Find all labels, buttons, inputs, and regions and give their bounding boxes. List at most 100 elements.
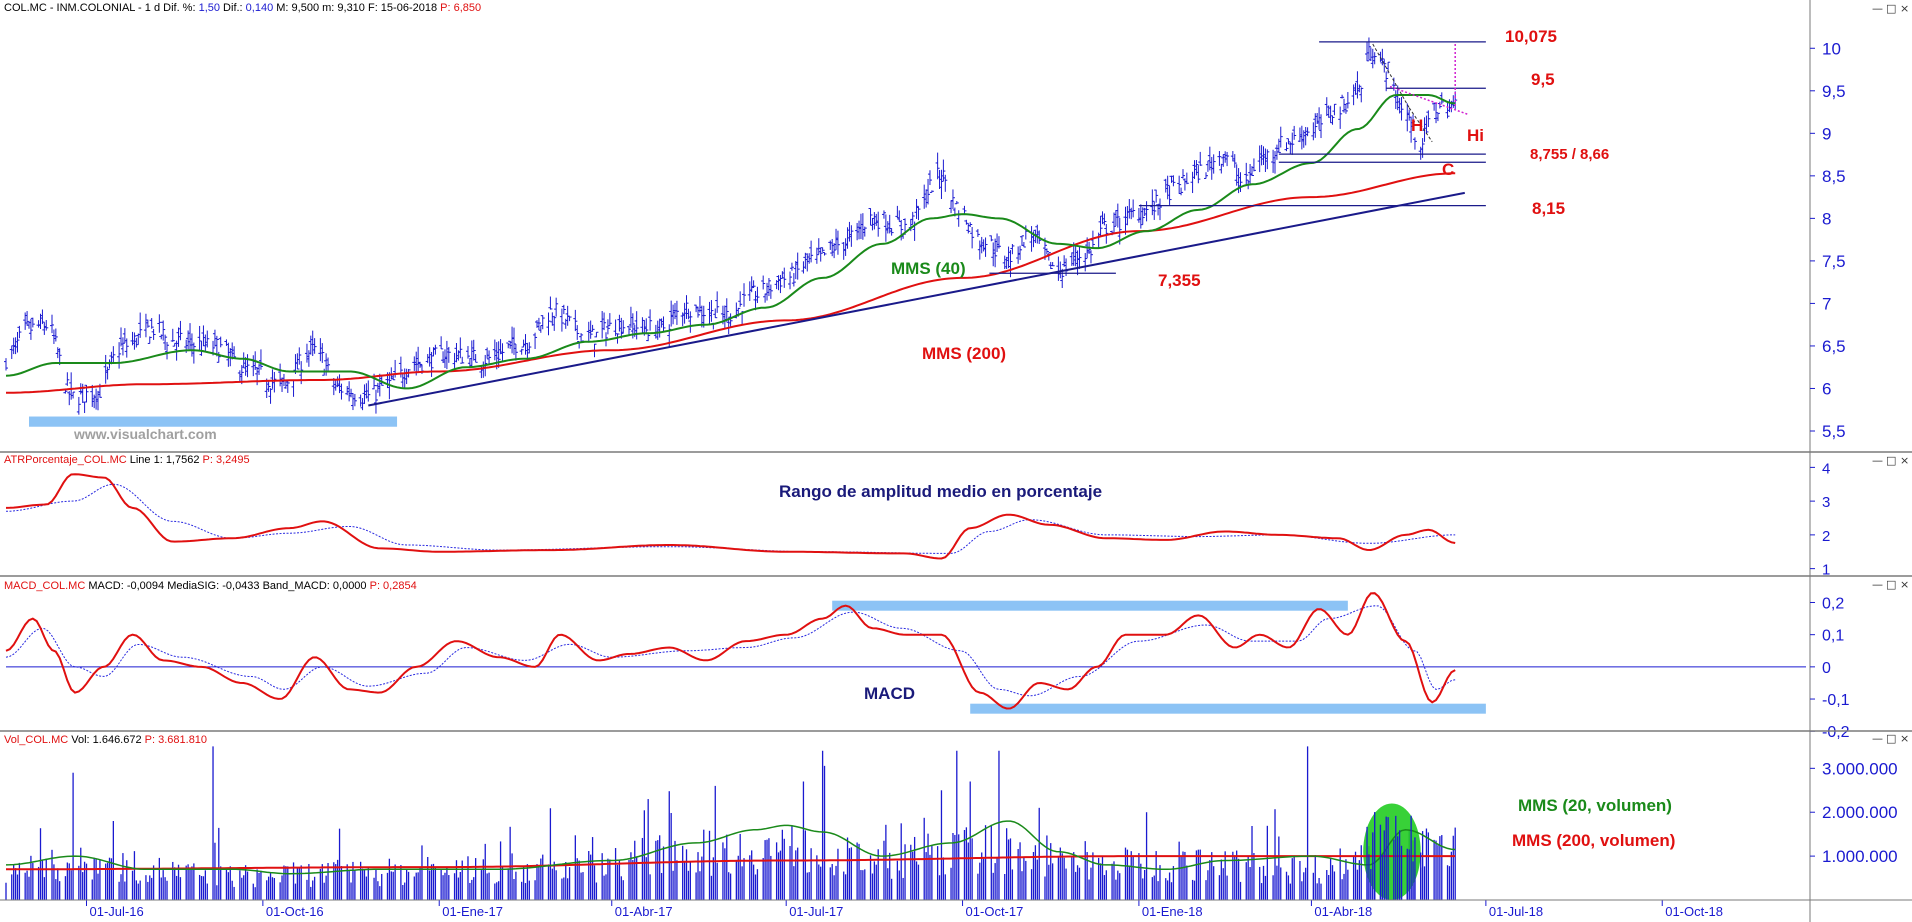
header-part: Vol: 1.646.672 (71, 734, 144, 746)
close-icon[interactable]: × (1900, 578, 1909, 591)
sma200-line (6, 172, 1456, 394)
header-part: M: 9,500 m: 9,310 F: 15-06-2018 (273, 2, 440, 14)
macd-pane[interactable]: MACD_COL.MC MACD: -0,0094 MediaSIG: -0,0… (4, 580, 1806, 714)
y-tick-label: 6,5 (1822, 337, 1846, 356)
y-tick-label: 7,5 (1822, 252, 1846, 271)
highlight-bar (29, 416, 398, 427)
y-tick-label: -0,2 (1822, 724, 1850, 741)
x-tick-label: 01-Oct-17 (966, 904, 1024, 919)
maximize-icon[interactable]: □ (1886, 454, 1896, 467)
price-pane[interactable]: COL.MC - INM.COLONIAL - 1 d Dif. %: 1,50… (4, 2, 1609, 442)
level-label-7355: 7,355 (1158, 271, 1201, 290)
watermark: www.visualchart.com (73, 426, 217, 442)
header-part: Vol_COL.MC (4, 734, 71, 746)
pattern-guide-line (1372, 43, 1410, 109)
y-tick-label: 1.000.000 (1822, 847, 1898, 866)
x-tick-label: 01-Ene-18 (1142, 904, 1203, 919)
window-controls[interactable]: — □ ×— □ ×— □ ×— □ × (1872, 2, 1909, 745)
x-tick-label: 01-Abr-18 (1314, 904, 1372, 919)
header-part: 1,50 (199, 2, 220, 14)
minimize-icon[interactable]: — (1872, 2, 1883, 15)
pattern-guide-line (1408, 107, 1433, 143)
volume-pane-header: Vol_COL.MC Vol: 1.646.672 P: 3.681.810 (4, 734, 207, 746)
header-part: Line 1: 1,7562 (130, 454, 203, 466)
axes: 5,5 6 6,5 7 7,5 8 8,5 9 9,5 10 1 2 3 4 -0,2 -0,1 0 0,1 0,2… (86, 0, 1898, 922)
x-tick-label: 01-Jul-17 (789, 904, 843, 919)
sma200-label: MMS (200) (922, 344, 1006, 363)
level-label-8755: 8,755 / 8,66 (1530, 146, 1609, 163)
sma40-label: MMS (40) (891, 259, 966, 278)
x-tick-label: 01-Oct-18 (1665, 904, 1723, 919)
x-tick-label: 01-Abr-17 (615, 904, 673, 919)
header-part: COL.MC - INM.COLONIAL - 1 d (4, 2, 163, 14)
close-icon[interactable]: × (1900, 732, 1909, 745)
trendline[interactable] (368, 191, 1465, 407)
pattern-label-h: H (1411, 116, 1423, 135)
volume-highlight-ellipse (1363, 803, 1421, 900)
y-tick-label: 9 (1822, 124, 1831, 143)
y-tick-label: 0,2 (1822, 595, 1844, 612)
minimize-icon[interactable]: — (1872, 578, 1883, 591)
header-part: P: 0,2854 (370, 580, 417, 592)
vol-sma20-label: MMS (20, volumen) (1518, 796, 1672, 815)
header-part: P: 6,850 (440, 2, 481, 14)
y-tick-label: 8 (1822, 209, 1831, 228)
y-tick-label: 2 (1822, 528, 1830, 545)
pattern-overlays (1372, 43, 1469, 143)
header-part: ATRPorcentaje_COL.MC (4, 454, 130, 466)
y-tick-label: -0,1 (1822, 692, 1850, 709)
header-part: P: 3.681.810 (145, 734, 207, 746)
pattern-neckline (1389, 85, 1469, 116)
atr-title: Rango de amplitud medio en porcentaje (779, 482, 1102, 501)
header-part: 0,140 (246, 2, 274, 14)
maximize-icon[interactable]: □ (1886, 578, 1896, 591)
macd-highlight-bar (832, 600, 1348, 611)
pane-dividers[interactable] (0, 451, 1912, 901)
maximize-icon[interactable]: □ (1886, 2, 1896, 15)
volume-sma200-line (6, 855, 1456, 871)
macd-pane-header: MACD_COL.MC MACD: -0,0094 MediaSIG: -0,0… (4, 580, 417, 592)
x-tick-label: 01-Jul-16 (90, 904, 144, 919)
close-icon[interactable]: × (1900, 2, 1909, 15)
level-label-815: 8,15 (1532, 199, 1565, 218)
y-tick-label: 0 (1822, 660, 1831, 677)
y-tick-label: 6 (1822, 379, 1831, 398)
volume-pane[interactable]: Vol_COL.MC Vol: 1.646.672 P: 3.681.810 M… (4, 734, 1675, 900)
level-label-10075: 10,075 (1505, 27, 1557, 46)
y-tick-label: 5,5 (1822, 422, 1846, 441)
header-part: MACD_COL.MC (4, 580, 88, 592)
header-part: Dif. %: (163, 2, 198, 14)
y-tick-label: 10 (1822, 39, 1841, 58)
macd-highlight-bar (970, 703, 1486, 714)
minimize-icon[interactable]: — (1872, 454, 1883, 467)
header-part: P: 3,2495 (203, 454, 250, 466)
y-tick-label: 4 (1822, 460, 1830, 477)
price-pane-header: COL.MC - INM.COLONIAL - 1 d Dif. %: 1,50… (4, 2, 481, 14)
y-tick-label: 9,5 (1822, 82, 1846, 101)
y-tick-label: 3.000.000 (1822, 759, 1898, 778)
horizontal-levels[interactable] (989, 41, 1486, 274)
volume-sma20-line (5, 820, 1456, 875)
atr-line (5, 473, 1456, 560)
x-tick-label: 01-Ene-17 (442, 904, 503, 919)
macd-line (5, 592, 1456, 710)
macd-title: MACD (864, 684, 915, 703)
level-label-95: 9,5 (1531, 70, 1555, 89)
y-tick-label: 8,5 (1822, 167, 1846, 186)
y-tick-label: 3 (1822, 494, 1830, 511)
atr-pane[interactable]: ATRPorcentaje_COL.MC Line 1: 1,7562 P: 3… (4, 454, 1456, 560)
x-tick-label: 01-Oct-16 (266, 904, 324, 919)
x-tick-label: 01-Jul-18 (1489, 904, 1543, 919)
maximize-icon[interactable]: □ (1886, 732, 1896, 745)
header-part: MACD: -0,0094 MediaSIG: -0,0433 Band_MAC… (88, 580, 369, 592)
price-bars (4, 37, 1458, 415)
vol-sma200-label: MMS (200, volumen) (1512, 831, 1675, 850)
y-tick-label: 1 (1822, 562, 1830, 579)
close-icon[interactable]: × (1900, 454, 1909, 467)
pattern-label-hi: Hi (1467, 126, 1484, 145)
y-tick-label: 7 (1822, 294, 1831, 313)
watermark-highlight (29, 416, 398, 427)
minimize-icon[interactable]: — (1872, 732, 1883, 745)
